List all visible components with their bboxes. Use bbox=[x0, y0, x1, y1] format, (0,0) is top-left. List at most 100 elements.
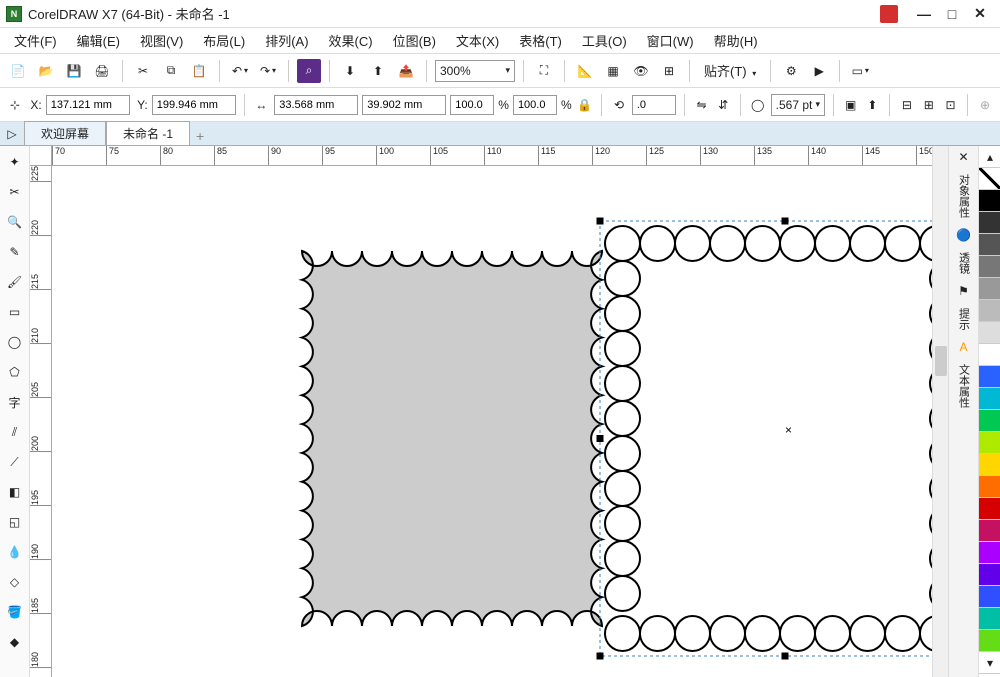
menu-window[interactable]: 窗口(W) bbox=[637, 31, 704, 50]
fullscreen-button[interactable]: ⛶ bbox=[532, 59, 556, 83]
close-docker-icon[interactable]: ✕ bbox=[958, 150, 968, 164]
user-avatar[interactable] bbox=[880, 5, 898, 23]
canvas[interactable]: GX|网 system.com × bbox=[52, 166, 932, 677]
color-swatch[interactable] bbox=[979, 300, 1000, 322]
color-swatch[interactable] bbox=[979, 454, 1000, 476]
crop-tool[interactable]: ✂ bbox=[3, 180, 27, 204]
fill-tool[interactable]: 🪣 bbox=[3, 600, 27, 624]
color-swatch[interactable] bbox=[979, 234, 1000, 256]
front-button[interactable]: ⬆ bbox=[864, 93, 882, 117]
menu-file[interactable]: 文件(F) bbox=[4, 31, 67, 50]
app-launcher-button[interactable]: ▶ bbox=[807, 59, 831, 83]
snap-button[interactable]: ⊞ bbox=[657, 59, 681, 83]
align-button[interactable]: ⊟ bbox=[898, 93, 916, 117]
color-swatch[interactable] bbox=[979, 256, 1000, 278]
menu-layout[interactable]: 布局(L) bbox=[193, 31, 255, 50]
text-props-icon[interactable]: A bbox=[959, 340, 967, 354]
zoom-combo[interactable]: 300%▾ bbox=[435, 60, 515, 82]
rectangle-tool[interactable]: ▭ bbox=[3, 300, 27, 324]
save-button[interactable]: 💾 bbox=[62, 59, 86, 83]
color-swatch[interactable] bbox=[979, 476, 1000, 498]
color-swatch[interactable] bbox=[979, 366, 1000, 388]
add-button[interactable]: ⊕ bbox=[976, 93, 994, 117]
scalex-input[interactable] bbox=[450, 95, 494, 115]
minimize-button[interactable]: — bbox=[910, 4, 938, 24]
color-swatch[interactable] bbox=[979, 322, 1000, 344]
pick-tool-icon[interactable]: ▷ bbox=[0, 123, 24, 145]
guides-button[interactable]: 👁 bbox=[629, 59, 653, 83]
color-swatch[interactable] bbox=[979, 608, 1000, 630]
zoom-tool[interactable]: 🔍 bbox=[3, 210, 27, 234]
cut-button[interactable]: ✂ bbox=[131, 59, 155, 83]
outline-width-combo[interactable]: .567 pt▾ bbox=[771, 94, 825, 116]
search-button[interactable]: ⌕ bbox=[297, 59, 321, 83]
publish-button[interactable]: 📤 bbox=[394, 59, 418, 83]
tab-welcome[interactable]: 欢迎屏幕 bbox=[24, 121, 106, 145]
color-swatch[interactable] bbox=[979, 542, 1000, 564]
menu-edit[interactable]: 编辑(E) bbox=[67, 31, 130, 50]
freehand-tool[interactable]: ✎ bbox=[3, 240, 27, 264]
y-input[interactable] bbox=[152, 95, 236, 115]
polygon-tool[interactable]: ⬠ bbox=[3, 360, 27, 384]
color-swatch[interactable] bbox=[979, 190, 1000, 212]
lock-ratio-button[interactable]: 🔒 bbox=[576, 93, 594, 117]
new-tab-button[interactable]: + bbox=[190, 127, 210, 145]
artistic-tool[interactable]: 🖌 bbox=[3, 270, 27, 294]
connector-tool[interactable]: ⟋ bbox=[3, 450, 27, 474]
lens-tab[interactable]: 透镜 bbox=[954, 248, 974, 278]
color-swatch[interactable] bbox=[979, 168, 1000, 190]
palette-scroll-down[interactable]: ▾ bbox=[979, 652, 1000, 674]
color-swatch[interactable] bbox=[979, 564, 1000, 586]
palette-scroll-up[interactable]: ▴ bbox=[979, 146, 1000, 168]
x-input[interactable] bbox=[46, 95, 130, 115]
maximize-button[interactable]: □ bbox=[938, 4, 966, 24]
options-button[interactable]: ⚙ bbox=[779, 59, 803, 83]
export-button[interactable]: ⬆ bbox=[366, 59, 390, 83]
ruler-vertical[interactable]: 225220215210205200195190185180 bbox=[30, 166, 52, 677]
menu-arrange[interactable]: 排列(A) bbox=[255, 31, 318, 50]
hints-icon[interactable]: ⚑ bbox=[958, 284, 969, 298]
shape-tool[interactable]: ✦ bbox=[3, 150, 27, 174]
color-swatch[interactable] bbox=[979, 388, 1000, 410]
color-swatch[interactable] bbox=[979, 498, 1000, 520]
color-swatch[interactable] bbox=[979, 520, 1000, 542]
eyedropper-tool[interactable]: 💧 bbox=[3, 540, 27, 564]
color-swatch[interactable] bbox=[979, 344, 1000, 366]
hints-tab[interactable]: 提示 bbox=[954, 304, 974, 334]
close-button[interactable]: ✕ bbox=[966, 4, 994, 24]
color-swatch[interactable] bbox=[979, 212, 1000, 234]
transparency-tool[interactable]: ◱ bbox=[3, 510, 27, 534]
width-input[interactable] bbox=[274, 95, 358, 115]
distribute-button[interactable]: ⊞ bbox=[920, 93, 938, 117]
drawing[interactable]: × bbox=[52, 166, 932, 677]
color-swatch[interactable] bbox=[979, 278, 1000, 300]
rulers-button[interactable]: 📐 bbox=[573, 59, 597, 83]
lens-icon[interactable]: 🔵 bbox=[956, 228, 971, 242]
tab-document[interactable]: 未命名 -1 bbox=[106, 121, 190, 145]
parallel-tool[interactable]: ⫽ bbox=[3, 420, 27, 444]
color-swatch[interactable] bbox=[979, 432, 1000, 454]
ruler-origin[interactable] bbox=[30, 146, 52, 166]
outline-tool[interactable]: ◇ bbox=[3, 570, 27, 594]
menu-table[interactable]: 表格(T) bbox=[509, 31, 572, 50]
group-button[interactable]: ⊡ bbox=[942, 93, 960, 117]
ruler-horizontal[interactable]: 7075808590951001051101151201251301351401… bbox=[52, 146, 932, 166]
menu-effects[interactable]: 效果(C) bbox=[319, 31, 383, 50]
color-swatch[interactable] bbox=[979, 410, 1000, 432]
menu-tools[interactable]: 工具(O) bbox=[572, 31, 637, 50]
layout-button[interactable]: ▭▾ bbox=[848, 59, 872, 83]
mirror-v-button[interactable]: ⇵ bbox=[714, 93, 732, 117]
object-properties-tab[interactable]: 对象属性 bbox=[954, 170, 974, 222]
interactive-fill-tool[interactable]: ◆ bbox=[3, 630, 27, 654]
color-swatch[interactable] bbox=[979, 586, 1000, 608]
new-button[interactable]: 📄 bbox=[6, 59, 30, 83]
menu-bitmap[interactable]: 位图(B) bbox=[383, 31, 446, 50]
snap-to-button[interactable]: 贴齐(T) ▾ bbox=[698, 61, 762, 80]
text-tool[interactable]: 字 bbox=[3, 390, 27, 414]
grid-button[interactable]: ▦ bbox=[601, 59, 625, 83]
text-properties-tab[interactable]: 文本属性 bbox=[954, 360, 974, 412]
copy-button[interactable]: ⧉ bbox=[159, 59, 183, 83]
import-button[interactable]: ⬇ bbox=[338, 59, 362, 83]
open-button[interactable]: 📂 bbox=[34, 59, 58, 83]
menu-view[interactable]: 视图(V) bbox=[130, 31, 193, 50]
